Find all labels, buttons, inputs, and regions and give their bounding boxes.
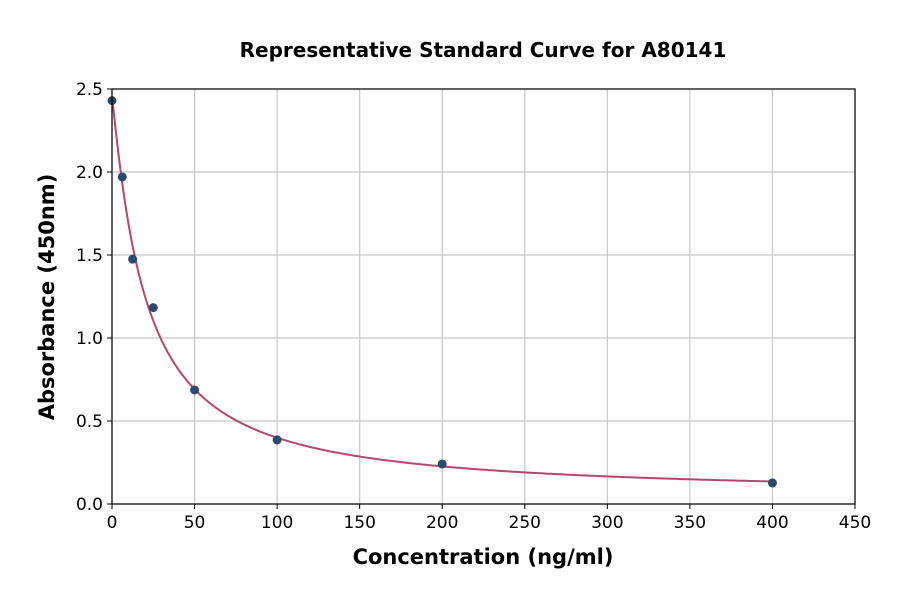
x-tick-label: 300 bbox=[591, 513, 623, 533]
x-tick-label: 450 bbox=[839, 513, 871, 533]
data-point bbox=[128, 254, 138, 264]
data-point bbox=[272, 435, 282, 445]
x-tick-label: 0 bbox=[107, 513, 118, 533]
x-tick-label: 50 bbox=[184, 513, 206, 533]
x-tick-label: 100 bbox=[261, 513, 293, 533]
plot-frame bbox=[111, 88, 856, 505]
y-tick-label: 2.0 bbox=[76, 163, 103, 183]
data-points bbox=[107, 96, 777, 488]
y-tick-label: 1.0 bbox=[76, 329, 103, 349]
x-axis-label: Concentration (ng/ml) bbox=[353, 545, 614, 569]
y-axis-ticks: 0.0 0.5 1.0 1.5 2.0 2.5 bbox=[76, 80, 112, 515]
y-tick-label: 0.0 bbox=[76, 495, 103, 515]
y-tick-label: 1.5 bbox=[76, 246, 103, 266]
data-point bbox=[437, 459, 447, 469]
y-axis-label: Absorbance (450nm) bbox=[35, 174, 59, 421]
x-tick-label: 400 bbox=[756, 513, 788, 533]
data-point bbox=[148, 303, 158, 313]
x-tick-label: 150 bbox=[343, 513, 375, 533]
x-tick-label: 200 bbox=[426, 513, 458, 533]
x-tick-label: 250 bbox=[509, 513, 541, 533]
y-tick-label: 0.5 bbox=[76, 412, 103, 432]
data-point bbox=[190, 385, 200, 395]
grid bbox=[111, 88, 856, 505]
data-point bbox=[767, 478, 777, 488]
data-point bbox=[117, 172, 127, 182]
chart-title: Representative Standard Curve for A80141 bbox=[240, 38, 727, 62]
y-tick-label: 2.5 bbox=[76, 80, 103, 100]
x-axis-ticks: 0 50 100 150 200 250 300 350 400 450 bbox=[107, 504, 871, 533]
x-tick-label: 350 bbox=[674, 513, 706, 533]
